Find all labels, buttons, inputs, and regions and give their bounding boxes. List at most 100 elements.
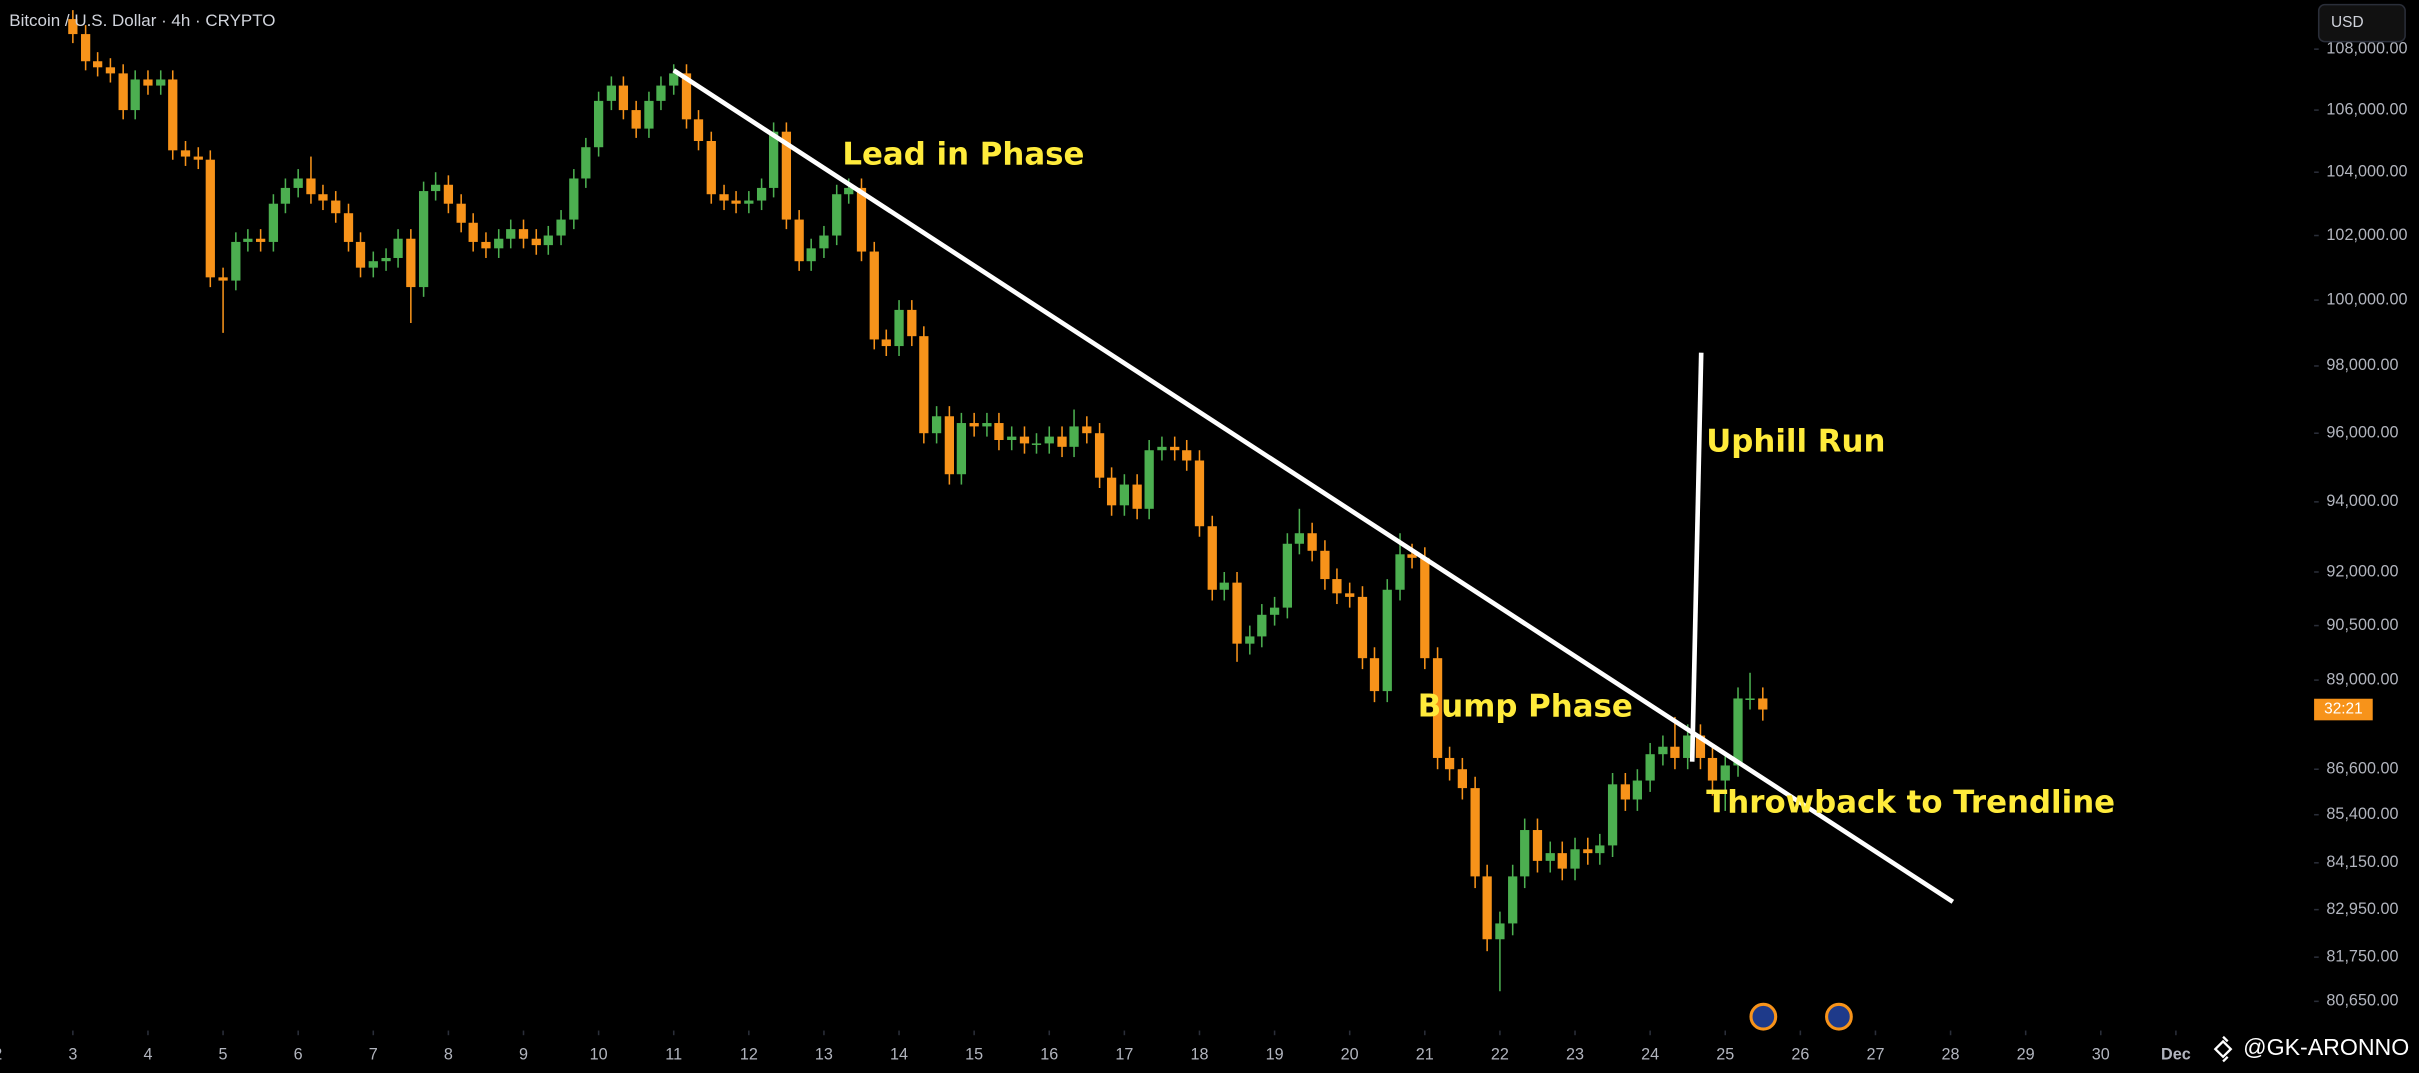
candle-body xyxy=(581,147,591,179)
candle-body xyxy=(1057,436,1067,447)
candle-body xyxy=(731,200,741,204)
x-tick-label: 26 xyxy=(1791,1046,1809,1064)
candle-body xyxy=(1245,636,1255,644)
x-tick-label: 28 xyxy=(1942,1046,1960,1064)
x-tick-label: 9 xyxy=(519,1046,528,1064)
candle-body xyxy=(431,184,441,192)
y-tick-label: 89,000.00 xyxy=(2326,670,2398,688)
candle-body xyxy=(180,150,191,157)
x-tick-label: 18 xyxy=(1190,1046,1208,1064)
candle-body xyxy=(1620,784,1630,800)
candle-body xyxy=(118,73,128,111)
candle-body xyxy=(1257,614,1267,637)
currency-label[interactable]: USD xyxy=(2331,14,2364,31)
x-tick-label: 5 xyxy=(219,1046,228,1064)
candle-body xyxy=(606,85,617,101)
candle-body xyxy=(80,34,91,62)
candle-body xyxy=(1470,788,1480,877)
candle-body xyxy=(368,261,378,268)
candle-body xyxy=(693,119,704,142)
y-tick-label: 82,950.00 xyxy=(2326,900,2398,918)
candle-body xyxy=(143,79,153,86)
candle-body xyxy=(68,19,78,35)
trendline xyxy=(672,68,1955,904)
candle-body xyxy=(1508,876,1518,924)
candle-body xyxy=(806,248,816,262)
event-icon[interactable] xyxy=(1749,1002,1778,1031)
candle-body xyxy=(306,178,316,195)
candle-body xyxy=(894,309,904,347)
candle-body xyxy=(393,238,403,258)
candle-body xyxy=(1294,533,1305,544)
x-tick-label: 17 xyxy=(1115,1046,1133,1064)
candle-body xyxy=(1720,765,1730,781)
candle-body xyxy=(1395,554,1405,590)
candle-body xyxy=(494,238,504,249)
x-tick-label: 7 xyxy=(369,1046,378,1064)
candle-body xyxy=(1695,735,1706,758)
candle-body xyxy=(456,203,466,223)
candle-body xyxy=(1069,426,1079,447)
candle-body xyxy=(1595,845,1605,854)
candle-body xyxy=(518,229,529,239)
candle-body xyxy=(1357,596,1368,659)
candle-body xyxy=(193,156,203,160)
candle-body xyxy=(1520,830,1530,877)
candle-body xyxy=(443,184,454,204)
annotation: Throwback to Trendline xyxy=(1706,784,2115,820)
candle-body xyxy=(593,100,604,148)
y-tick-label: 86,600.00 xyxy=(2326,760,2398,778)
candle-body xyxy=(768,131,779,188)
candle-body xyxy=(1457,769,1467,789)
candle-body xyxy=(1031,443,1042,445)
candle-body xyxy=(343,213,354,242)
candle-body xyxy=(1282,543,1292,608)
y-tick-label: 106,000.00 xyxy=(2326,100,2407,118)
candle-body xyxy=(1345,593,1355,597)
last-price-box xyxy=(2314,698,2373,721)
candles-layer xyxy=(68,10,1768,992)
candle-body xyxy=(1119,484,1130,506)
x-tick-label: 15 xyxy=(965,1046,983,1064)
candle-body xyxy=(1707,757,1718,781)
candle-body xyxy=(406,238,416,288)
candle-body xyxy=(819,235,829,249)
candle-body xyxy=(355,241,366,268)
x-tick-label: 20 xyxy=(1341,1046,1359,1064)
candle-body xyxy=(1670,746,1680,758)
x-tick-label: 10 xyxy=(590,1046,608,1064)
candle-body xyxy=(1044,436,1054,444)
candle-body xyxy=(1219,582,1229,590)
event-icon[interactable] xyxy=(1825,1002,1853,1031)
candle-body xyxy=(1758,698,1768,710)
candle-body xyxy=(569,178,579,220)
candle-body xyxy=(744,200,754,204)
candle-body xyxy=(418,191,429,288)
x-tick-label: 14 xyxy=(890,1046,908,1064)
y-tick-label: 94,000.00 xyxy=(2326,492,2398,510)
grid-layer: 108,000.00 106,000.00 104,000.00 102,000.00… xyxy=(0,39,2407,1063)
candle-body xyxy=(218,277,228,281)
x-tick-label: 11 xyxy=(665,1046,682,1064)
candle-body xyxy=(205,159,215,278)
candle-body xyxy=(944,416,955,475)
candle-body xyxy=(506,229,516,239)
candle-body xyxy=(1482,876,1492,940)
y-tick-label: 80,650.00 xyxy=(2326,992,2398,1010)
candle-body xyxy=(1607,784,1618,846)
x-tick-label: 8 xyxy=(444,1046,453,1064)
candle-body xyxy=(1420,557,1430,659)
candle-body xyxy=(832,194,842,236)
currency-button[interactable] xyxy=(2317,3,2406,43)
trendline xyxy=(1689,352,1704,762)
candle-body xyxy=(556,219,566,236)
candle-body xyxy=(781,131,792,220)
candle-body xyxy=(1570,849,1580,869)
candle-body xyxy=(1583,849,1593,854)
candle-body xyxy=(168,79,178,151)
candle-body xyxy=(669,73,679,86)
candle-body xyxy=(869,251,879,340)
candle-body xyxy=(1232,582,1242,644)
candle-body xyxy=(1382,589,1392,692)
candle-body xyxy=(543,235,553,246)
